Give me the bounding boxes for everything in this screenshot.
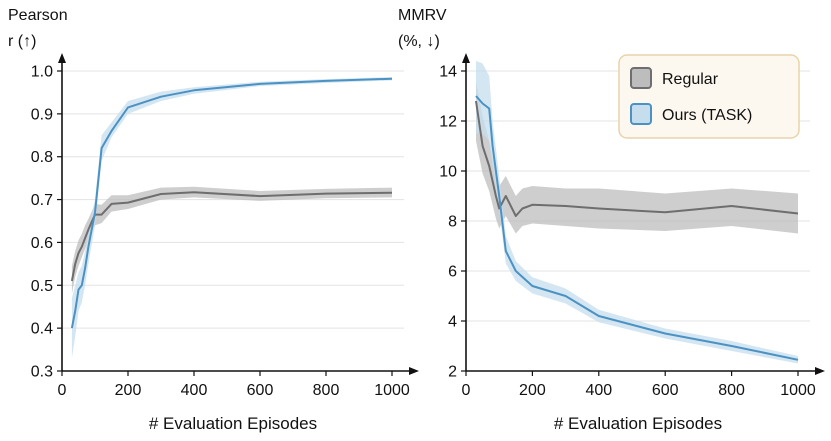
x-tick-label: 800 xyxy=(313,382,340,399)
y-tick-label: 0.9 xyxy=(31,106,53,123)
y-tick-label: 0.4 xyxy=(31,321,53,338)
x-axis-label: # Evaluation Episodes xyxy=(554,414,722,433)
y-tick-label: 2 xyxy=(448,364,457,381)
x-tick-label: 1000 xyxy=(374,382,410,399)
legend-label-task: Ours (TASK) xyxy=(662,107,752,124)
legend-swatch-regular xyxy=(630,67,652,89)
chart-panel-2: 2 4 6 8 10 12 14 0 200 400 600 800 1000 MMRV (%, ↓) # E… xyxy=(398,7,825,433)
x-axis-arrow xyxy=(409,367,419,375)
y-tick-label: 12 xyxy=(439,114,457,131)
chart-panel-1: 0.3 0.4 0.5 0.6 0.7 0.8 0.9 1.0 0 200 400 600 800 100… xyxy=(8,7,419,433)
legend-label-regular: Regular xyxy=(662,71,719,88)
y-axis-label-line1: Pearson xyxy=(8,7,68,24)
y-axis-arrow xyxy=(58,53,66,63)
x-tick-label: 1000 xyxy=(780,382,816,399)
y-tick-label: 10 xyxy=(439,164,457,181)
y-tick-label: 0.8 xyxy=(31,149,53,166)
y-axis-label-line1: MMRV xyxy=(398,7,447,24)
series-band-task xyxy=(476,61,798,364)
y-tick-label: 1.0 xyxy=(31,64,53,81)
x-tick-label: 400 xyxy=(181,382,208,399)
x-tick-label: 600 xyxy=(247,382,274,399)
x-tick-label: 400 xyxy=(585,382,612,399)
y-tick-label: 6 xyxy=(448,264,457,281)
x-axis-label: # Evaluation Episodes xyxy=(149,414,317,433)
x-tick-label: 600 xyxy=(652,382,679,399)
x-tick-label: 200 xyxy=(519,382,546,399)
series-line-task xyxy=(70,77,393,329)
x-tick-label: 0 xyxy=(462,382,471,399)
series-line-task xyxy=(475,95,799,361)
y-tick-label: 0.6 xyxy=(31,235,53,252)
y-tick-label: 0.7 xyxy=(31,192,53,209)
x-tick-label: 0 xyxy=(58,382,67,399)
y-axis-label-line2: (%, ↓) xyxy=(398,33,440,50)
y-axis-arrow xyxy=(462,53,470,63)
y-tick-label: 0.5 xyxy=(31,278,53,295)
y-tick-label: 14 xyxy=(439,64,457,81)
x-tick-label: 800 xyxy=(718,382,745,399)
legend: Regular Ours (TASK) xyxy=(618,54,800,139)
x-tick-label: 200 xyxy=(115,382,142,399)
legend-box xyxy=(618,54,800,139)
series-line-regular xyxy=(475,100,799,217)
legend-swatch-task xyxy=(630,103,652,125)
y-tick-label: 4 xyxy=(448,314,457,331)
x-axis-arrow xyxy=(815,367,825,375)
series-line-regular xyxy=(70,191,393,282)
y-axis-label-line2: r (↑) xyxy=(8,33,36,50)
series-band-regular xyxy=(71,186,393,294)
y-tick-label: 0.3 xyxy=(31,364,53,381)
y-tick-label: 8 xyxy=(448,214,457,231)
series-band-regular xyxy=(476,81,798,234)
